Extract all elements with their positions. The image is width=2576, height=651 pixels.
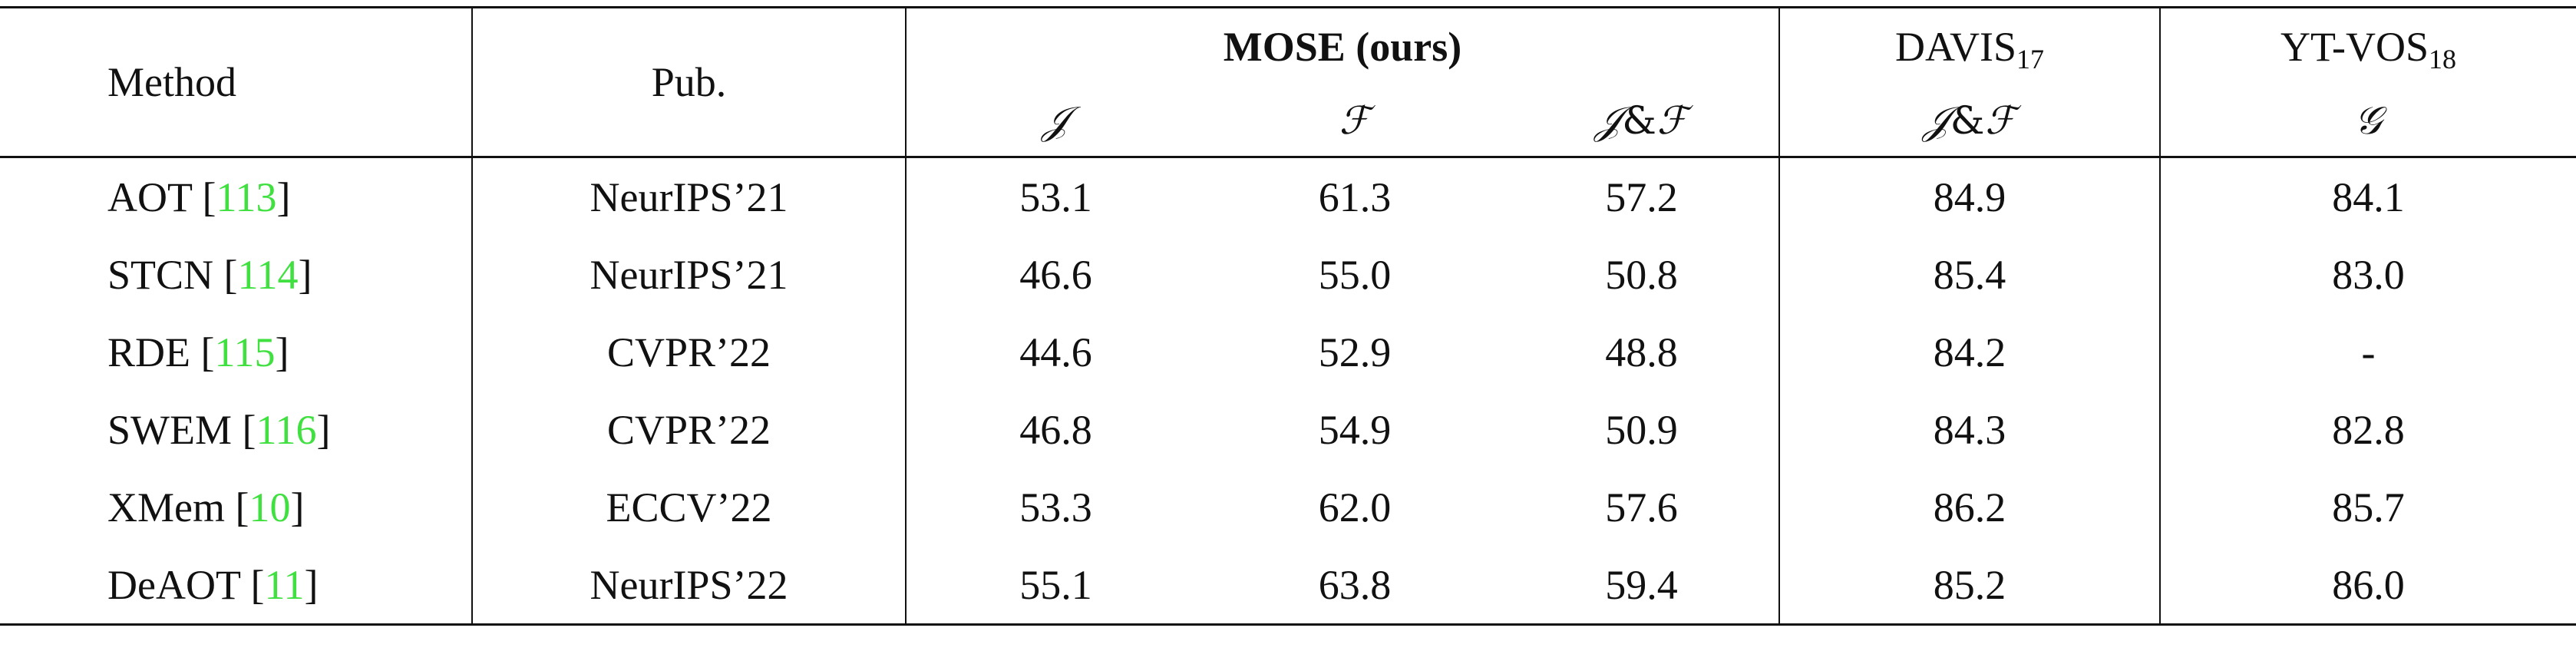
ref-close-bracket: ] — [275, 329, 289, 375]
method-cell: AOT [113] — [0, 157, 473, 236]
method-cell: SWEM [116] — [0, 391, 473, 468]
method-name: RDE — [107, 329, 190, 375]
mose-jf-cell: 59.4 — [1504, 546, 1781, 626]
mose-j-cell: 46.8 — [1019, 406, 1092, 453]
method-name: AOT — [107, 173, 193, 220]
method-name: SWEM — [107, 406, 232, 453]
header-method: Method — [0, 6, 473, 158]
header-mose-jf-j: 𝒥 — [1594, 97, 1623, 143]
ref-close-bracket: ] — [298, 251, 312, 298]
results-table-container: Method Pub. MOSE (ours) DAVIS17 YT-VOS18… — [0, 6, 2576, 626]
header-ytvos-base: YT-VOS — [2280, 24, 2429, 70]
header-ytvos: YT-VOS18 — [2160, 6, 2576, 85]
ref-open-bracket: [ — [192, 173, 216, 220]
header-davis-jf-f: ℱ — [1985, 97, 2016, 143]
mose-jf-cell: 50.8 — [1504, 236, 1781, 313]
citation-link[interactable]: 113 — [216, 173, 277, 220]
mose-f-cell: 55.0 — [1318, 251, 1392, 298]
pub-cell: CVPR’22 — [472, 391, 907, 468]
header-davis-sub: 17 — [2016, 44, 2045, 74]
table-row: AOT [113] NeurIPS’21 53.1 61.3 57.2 84.9… — [0, 157, 2576, 236]
method-cell: RDE [115] — [0, 313, 473, 391]
mose-jf-cell: 57.6 — [1504, 468, 1781, 546]
ytvos-g-cell: - — [2361, 329, 2376, 375]
pub-cell: ECCV’22 — [472, 468, 907, 546]
citation-link[interactable]: 114 — [237, 251, 299, 298]
ref-open-bracket: [ — [190, 329, 215, 375]
method-name: DeAOT — [107, 561, 240, 608]
mose-j-cell: 46.6 — [1019, 251, 1092, 298]
table-row: SWEM [116] CVPR’22 46.8 54.9 50.9 84.3 8… — [0, 391, 2576, 468]
header-mose-jf-f: ℱ — [1656, 97, 1689, 143]
table-row: STCN [114] NeurIPS’21 46.6 55.0 50.8 85.… — [0, 236, 2576, 313]
table-body: AOT [113] NeurIPS’21 53.1 61.3 57.2 84.9… — [0, 157, 2576, 626]
ref-close-bracket: ] — [276, 173, 291, 220]
pub-cell: NeurIPS’22 — [472, 546, 907, 626]
citation-link[interactable]: 115 — [214, 329, 276, 375]
davis-jf-cell: 84.3 — [1779, 391, 2162, 468]
table-row: XMem [10] ECCV’22 53.3 62.0 57.6 86.2 85… — [0, 468, 2576, 546]
header-ytvos-g: 𝒢 — [2160, 85, 2576, 158]
table-row: DeAOT [11] NeurIPS’22 55.1 63.8 59.4 85.… — [0, 546, 2576, 626]
header-mose-f: ℱ — [1205, 85, 1504, 158]
header-pub: Pub. — [472, 6, 907, 158]
method-name: XMem — [107, 484, 225, 530]
citation-link[interactable]: 116 — [256, 406, 317, 453]
mose-j-cell: 55.1 — [906, 546, 1205, 626]
mose-jf-cell: 57.2 — [1504, 157, 1781, 236]
ytvos-g-cell: 83.0 — [2332, 251, 2405, 298]
method-cell: STCN [114] — [0, 236, 473, 313]
citation-link[interactable]: 11 — [264, 561, 305, 608]
ref-open-bracket: [ — [224, 484, 249, 530]
header-mose-j: 𝒥 — [906, 85, 1205, 158]
header-davis-jf-amp: & — [1950, 97, 1986, 143]
ytvos-g-cell: 82.8 — [2332, 406, 2405, 453]
ref-close-bracket: ] — [304, 561, 319, 608]
davis-jf-cell: 85.4 — [1779, 236, 2162, 313]
mose-f-cell: 61.3 — [1318, 173, 1392, 220]
pub-cell: NeurIPS’21 — [472, 236, 907, 313]
method-cell: XMem [10] — [0, 468, 473, 546]
method-name: STCN — [107, 251, 214, 298]
mose-f-cell: 63.8 — [1205, 546, 1504, 626]
results-table: Method Pub. MOSE (ours) DAVIS17 YT-VOS18… — [0, 6, 2576, 626]
header-davis: DAVIS17 — [1779, 6, 2162, 85]
table-row: RDE [115] CVPR’22 44.6 52.9 48.8 84.2 - — [0, 313, 2576, 391]
pub-cell: NeurIPS’21 — [472, 157, 907, 236]
davis-jf-cell: 84.9 — [1779, 157, 2162, 236]
header-davis-base: DAVIS — [1895, 24, 2017, 70]
mose-jf-cell: 48.8 — [1504, 313, 1781, 391]
ref-close-bracket: ] — [290, 484, 305, 530]
header-mose: MOSE (ours) — [906, 6, 1781, 85]
ref-open-bracket: [ — [213, 251, 238, 298]
ref-open-bracket: [ — [239, 561, 265, 608]
mose-j-cell: 53.1 — [1019, 173, 1092, 220]
pub-cell: CVPR’22 — [472, 313, 907, 391]
citation-link[interactable]: 10 — [249, 484, 291, 530]
ref-close-bracket: ] — [316, 406, 331, 453]
mose-f-cell: 52.9 — [1318, 329, 1392, 375]
table-header: Method Pub. MOSE (ours) DAVIS17 YT-VOS18… — [0, 6, 2576, 158]
mose-j-cell: 44.6 — [1019, 329, 1092, 375]
ytvos-g-cell: 84.1 — [2332, 173, 2405, 220]
mose-jf-cell: 50.9 — [1504, 391, 1781, 468]
davis-jf-cell: 86.2 — [1779, 468, 2162, 546]
mose-f-cell: 54.9 — [1318, 406, 1392, 453]
ytvos-g-cell: 85.7 — [2332, 484, 2405, 530]
davis-jf-cell: 84.2 — [1779, 313, 2162, 391]
header-ytvos-sub: 18 — [2429, 44, 2457, 74]
ref-open-bracket: [ — [232, 406, 256, 453]
header-davis-jf-j: 𝒥 — [1923, 97, 1950, 143]
method-cell: DeAOT [11] — [0, 546, 473, 626]
mose-f-cell: 62.0 — [1318, 484, 1392, 530]
ytvos-g-cell: 86.0 — [2160, 546, 2576, 626]
davis-jf-cell: 85.2 — [1779, 546, 2162, 626]
header-davis-jf: 𝒥&ℱ — [1779, 85, 2162, 158]
header-mose-jf: 𝒥&ℱ — [1504, 85, 1781, 158]
mose-j-cell: 53.3 — [1019, 484, 1092, 530]
header-mose-jf-amp: & — [1622, 97, 1657, 143]
